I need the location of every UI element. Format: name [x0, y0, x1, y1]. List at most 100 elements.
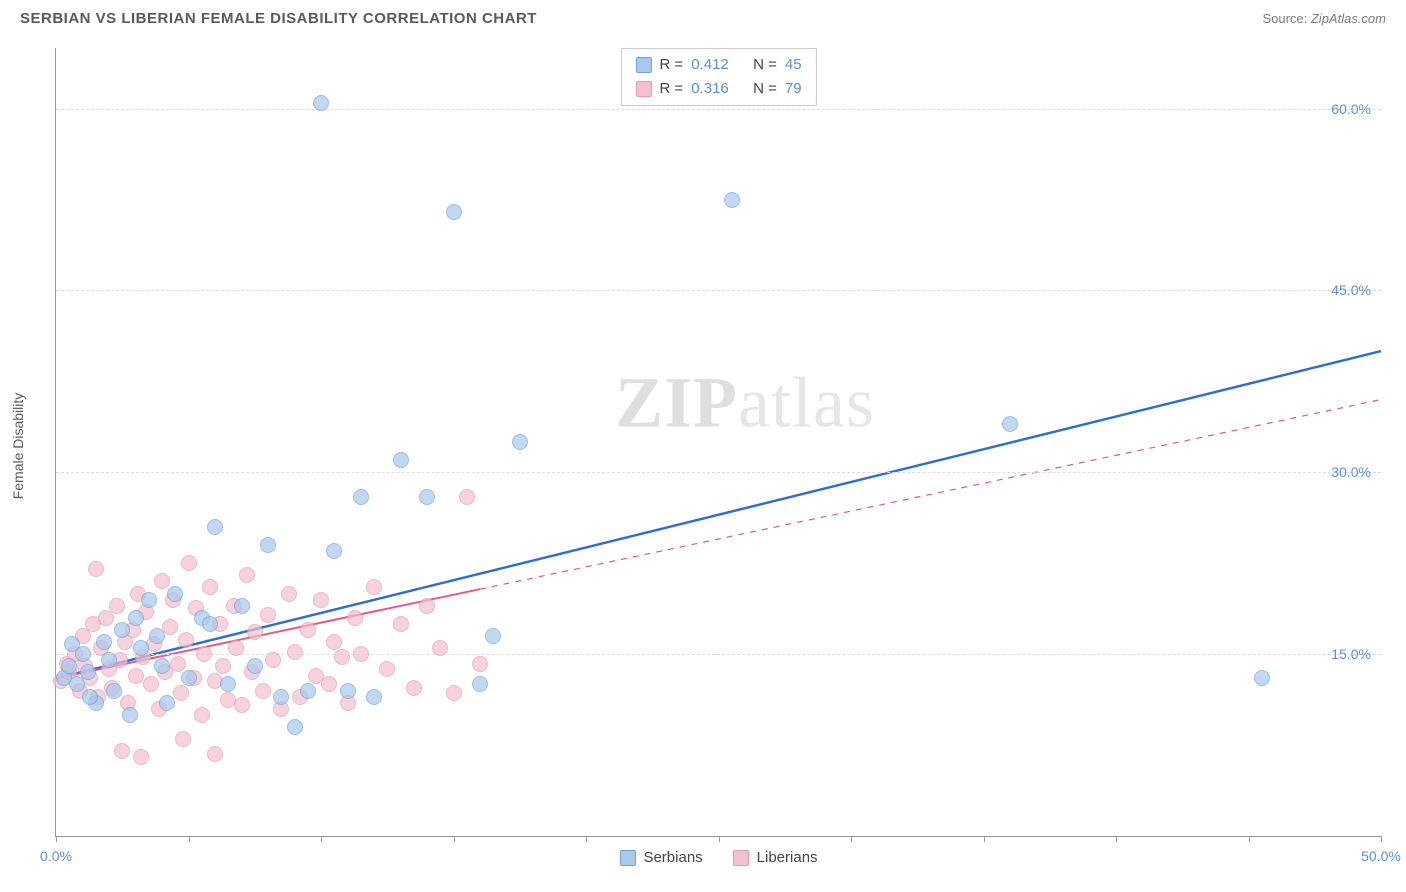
legend-item: Liberians — [733, 849, 818, 866]
x-tick — [454, 836, 455, 842]
data-point — [340, 683, 356, 699]
data-point — [88, 561, 104, 577]
data-point — [393, 616, 409, 632]
r-value: 0.316 — [691, 77, 729, 101]
data-point — [128, 610, 144, 626]
data-point — [366, 579, 382, 595]
data-point — [196, 646, 212, 662]
data-point — [313, 592, 329, 608]
data-point — [313, 95, 329, 111]
data-point — [273, 689, 289, 705]
data-point — [300, 622, 316, 638]
legend-swatch — [619, 850, 635, 866]
data-point — [173, 685, 189, 701]
data-point — [114, 743, 130, 759]
data-point — [255, 683, 271, 699]
data-point — [64, 636, 80, 652]
x-tick — [851, 836, 852, 842]
data-point — [228, 640, 244, 656]
data-point — [260, 607, 276, 623]
data-point — [300, 683, 316, 699]
data-point — [366, 689, 382, 705]
data-point — [109, 598, 125, 614]
data-point — [512, 434, 528, 450]
chart-header: SERBIAN VS LIBERIAN FEMALE DISABILITY CO… — [0, 0, 1406, 32]
y-tick-label: 60.0% — [1331, 101, 1371, 117]
data-point — [159, 695, 175, 711]
y-tick-label: 45.0% — [1331, 282, 1371, 298]
data-point — [247, 624, 263, 640]
trend-lines-layer — [56, 48, 1381, 836]
data-point — [133, 640, 149, 656]
data-point — [472, 656, 488, 672]
data-point — [260, 537, 276, 553]
r-label: R = — [659, 53, 683, 77]
stats-row: R = 0.316 N = 79 — [635, 77, 801, 101]
data-point — [202, 579, 218, 595]
data-point — [1002, 416, 1018, 432]
data-point — [202, 616, 218, 632]
data-point — [724, 192, 740, 208]
data-point — [347, 610, 363, 626]
gridline — [56, 109, 1381, 110]
x-tick — [56, 836, 57, 842]
x-tick — [1249, 836, 1250, 842]
data-point — [334, 649, 350, 665]
correlation-stats-box: R = 0.412 N = 45R = 0.316 N = 79 — [620, 48, 816, 106]
data-point — [393, 452, 409, 468]
data-point — [101, 652, 117, 668]
data-point — [141, 592, 157, 608]
r-value: 0.412 — [691, 53, 729, 77]
data-point — [459, 489, 475, 505]
data-point — [472, 676, 488, 692]
data-point — [432, 640, 448, 656]
x-tick — [719, 836, 720, 842]
data-point — [1254, 670, 1270, 686]
x-tick — [984, 836, 985, 842]
data-point — [446, 204, 462, 220]
gridline — [56, 472, 1381, 473]
data-point — [178, 632, 194, 648]
n-value: 45 — [785, 53, 802, 77]
legend-label: Serbians — [643, 849, 702, 866]
x-tick-label: 0.0% — [40, 848, 72, 864]
scatter-chart: ZIPatlas R = 0.412 N = 45R = 0.316 N = 7… — [55, 48, 1381, 837]
series-swatch — [635, 81, 651, 97]
x-tick — [1381, 836, 1382, 842]
series-swatch — [635, 57, 651, 73]
data-point — [194, 707, 210, 723]
data-point — [353, 646, 369, 662]
data-point — [287, 644, 303, 660]
data-point — [207, 519, 223, 535]
data-point — [321, 676, 337, 692]
data-point — [265, 652, 281, 668]
data-point — [326, 543, 342, 559]
y-tick-label: 15.0% — [1331, 646, 1371, 662]
data-point — [106, 683, 122, 699]
data-point — [379, 661, 395, 677]
data-point — [234, 598, 250, 614]
data-point — [215, 658, 231, 674]
x-tick — [586, 836, 587, 842]
data-point — [82, 689, 98, 705]
r-label: R = — [659, 77, 683, 101]
n-label: N = — [753, 53, 777, 77]
legend: Serbians Liberians — [619, 849, 817, 866]
data-point — [128, 668, 144, 684]
x-tick — [321, 836, 322, 842]
data-point — [234, 697, 250, 713]
data-point — [122, 707, 138, 723]
data-point — [207, 746, 223, 762]
data-point — [353, 489, 369, 505]
data-point — [143, 676, 159, 692]
n-value: 79 — [785, 77, 802, 101]
y-axis-label: Female Disability — [10, 393, 26, 500]
data-point — [326, 634, 342, 650]
chart-title: SERBIAN VS LIBERIAN FEMALE DISABILITY CO… — [20, 10, 537, 27]
data-point — [154, 658, 170, 674]
data-point — [133, 749, 149, 765]
gridline — [56, 654, 1381, 655]
n-label: N = — [753, 77, 777, 101]
data-point — [154, 573, 170, 589]
data-point — [485, 628, 501, 644]
